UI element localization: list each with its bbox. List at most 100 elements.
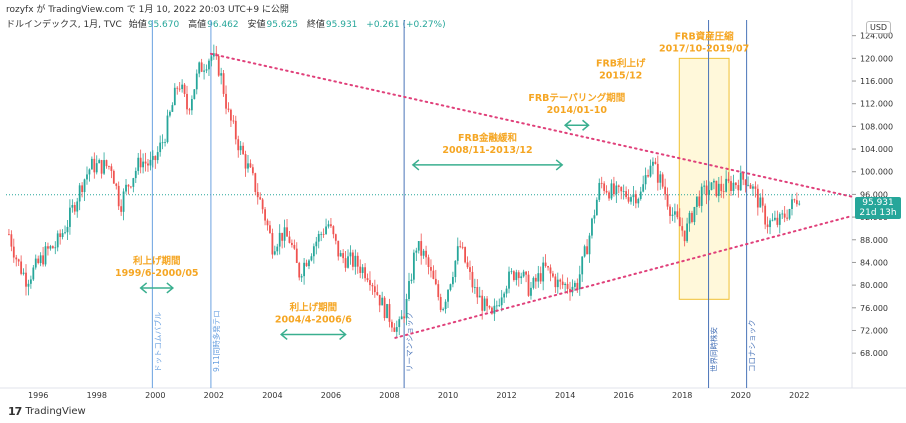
- last-price-value: 95.931: [862, 198, 894, 208]
- candle-body: [547, 266, 549, 268]
- candle-body: [112, 170, 115, 184]
- event-label: 9.11同時多発テロ: [211, 310, 221, 372]
- candle-body: [798, 203, 801, 205]
- triangle-trendline[interactable]: [209, 52, 853, 198]
- candle-body: [491, 307, 493, 314]
- close-value: 95.931: [325, 20, 358, 30]
- y-tick-label: 84.000: [860, 258, 888, 267]
- symbol-title[interactable]: ドルインデックス, 1月, TVC: [6, 20, 122, 30]
- candle-body: [554, 276, 557, 288]
- candle-body: [103, 160, 105, 174]
- candle-body: [400, 316, 403, 320]
- candle-body: [195, 73, 198, 90]
- candle-body: [369, 280, 371, 286]
- bar-countdown: 21d 13h: [859, 208, 897, 218]
- candle-body: [276, 246, 279, 252]
- candle-body: [398, 319, 401, 328]
- range-arrow-head-right: [166, 282, 175, 294]
- candle-body: [493, 305, 496, 314]
- candle-body: [32, 267, 35, 280]
- candle-body: [232, 120, 235, 122]
- candle-body: [351, 252, 354, 267]
- candle-body: [530, 287, 532, 296]
- candle-body: [83, 179, 86, 193]
- candle-body: [691, 212, 693, 223]
- candle-body: [320, 233, 323, 235]
- candle-body: [93, 158, 96, 173]
- y-tick-label: 72.000: [860, 326, 888, 335]
- candle-body: [247, 163, 249, 169]
- candle-body: [237, 139, 240, 151]
- event-label: リーマンショック: [405, 312, 414, 372]
- candle-body: [425, 250, 427, 258]
- candle-body: [288, 236, 291, 243]
- candle-body: [522, 271, 525, 277]
- candle-body: [225, 93, 227, 109]
- x-tick-label: 2006: [321, 391, 341, 400]
- candle-body: [649, 165, 652, 177]
- candle-body: [705, 185, 708, 196]
- event-label: コロナショック: [748, 320, 757, 373]
- candle-body: [537, 273, 540, 282]
- candle-body: [591, 218, 593, 236]
- candle-body: [644, 175, 647, 185]
- candle-body: [71, 205, 74, 208]
- candle-body: [683, 230, 686, 242]
- footer-brand[interactable]: 17 TradingView: [8, 405, 86, 418]
- candle-body: [764, 205, 767, 225]
- candle-body: [49, 246, 52, 249]
- candle-body: [671, 214, 674, 216]
- x-tick-label: 2000: [145, 391, 165, 400]
- x-tick-label: 1996: [28, 391, 48, 400]
- candle-body: [115, 183, 118, 186]
- candle-body: [344, 258, 347, 268]
- candle-body: [137, 157, 140, 171]
- candle-body: [700, 186, 703, 206]
- candle-body: [142, 161, 144, 168]
- candle-body: [271, 233, 274, 255]
- candle-body: [769, 220, 771, 228]
- y-tick-label: 88.000: [860, 236, 888, 245]
- candle-body: [452, 277, 454, 285]
- candle-body: [737, 185, 740, 191]
- triangle-trendline[interactable]: [394, 214, 853, 339]
- candle-body: [625, 191, 628, 198]
- candle-body: [127, 184, 130, 187]
- candle-body: [725, 178, 728, 192]
- candle-body: [388, 304, 391, 322]
- candle-body: [317, 234, 320, 242]
- candle-body: [95, 163, 98, 173]
- candle-body: [269, 225, 271, 234]
- candle-body: [615, 185, 618, 195]
- x-tick-label: 2018: [672, 391, 692, 400]
- candle-body: [105, 160, 108, 167]
- candle-body: [281, 232, 284, 241]
- candle-body: [315, 241, 318, 247]
- close-label: 終値: [306, 20, 325, 30]
- y-tick-label: 100.000: [860, 168, 893, 177]
- candle-body: [778, 214, 781, 225]
- candle-body: [42, 255, 44, 265]
- candle-body: [393, 327, 396, 332]
- candle-body: [434, 278, 437, 285]
- y-tick-label: 112.000: [860, 100, 893, 109]
- y-tick-label: 76.000: [860, 304, 888, 313]
- event-label: ドットコムバブル: [152, 312, 162, 372]
- candle-body: [81, 185, 84, 193]
- range-label: 利上げ期間: [132, 255, 181, 267]
- currency-button[interactable]: USD: [866, 21, 892, 34]
- candle-body: [464, 247, 467, 263]
- y-tick-label: 104.000: [860, 145, 893, 154]
- candle-body: [576, 282, 579, 290]
- change-value: +0.261 (+0.27%): [366, 20, 446, 30]
- candle-body: [100, 160, 103, 174]
- candle-body: [203, 70, 205, 72]
- event-label: 世界同時株安: [709, 327, 719, 372]
- candle-body: [573, 282, 576, 287]
- candle-body: [108, 166, 110, 167]
- candle-body: [422, 250, 425, 256]
- candle-body: [739, 172, 742, 191]
- candle-body: [583, 246, 586, 257]
- candle-body: [20, 261, 23, 274]
